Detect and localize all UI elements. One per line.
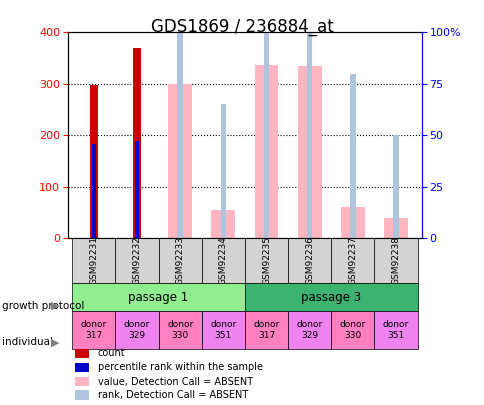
Text: individual: individual (2, 337, 53, 347)
Text: value, Detection Call = ABSENT: value, Detection Call = ABSENT (98, 377, 253, 386)
Text: donor
330: donor 330 (339, 320, 365, 339)
Text: donor
329: donor 329 (296, 320, 322, 339)
Text: rank, Detection Call = ABSENT: rank, Detection Call = ABSENT (98, 390, 248, 400)
Bar (72, 283, 244, 311)
Bar (72, 311, 115, 349)
Bar (244, 283, 417, 311)
Bar (75, 377, 89, 386)
Bar (158, 238, 201, 283)
Text: GSM92236: GSM92236 (304, 236, 314, 285)
Bar (349, 74, 355, 238)
Bar (201, 311, 244, 349)
Bar (115, 311, 158, 349)
Text: donor
330: donor 330 (166, 320, 193, 339)
Text: GSM92234: GSM92234 (218, 236, 227, 285)
Text: GSM92232: GSM92232 (132, 236, 141, 285)
Text: donor
351: donor 351 (382, 320, 408, 339)
Bar (90, 85, 97, 238)
Bar (374, 238, 417, 283)
Bar (75, 390, 89, 400)
Text: percentile rank within the sample: percentile rank within the sample (98, 362, 262, 373)
Bar (201, 238, 244, 283)
Text: ▶: ▶ (51, 337, 60, 347)
Text: GSM92233: GSM92233 (175, 236, 184, 285)
Text: passage 3: passage 3 (301, 291, 361, 304)
Bar (168, 84, 192, 238)
Bar (383, 217, 407, 238)
Bar (340, 207, 364, 238)
Bar (72, 238, 115, 283)
Bar (158, 311, 201, 349)
Bar (91, 143, 95, 238)
Bar (244, 238, 287, 283)
Bar (287, 238, 331, 283)
Bar (75, 363, 89, 372)
Text: GSM92231: GSM92231 (89, 236, 98, 285)
Bar (287, 311, 331, 349)
Text: donor
317: donor 317 (80, 320, 106, 339)
Bar (331, 311, 374, 349)
Bar (244, 311, 287, 349)
Bar (331, 238, 374, 283)
Bar (393, 135, 398, 238)
Text: ▶: ▶ (51, 301, 60, 311)
Bar (211, 210, 235, 238)
Bar (75, 349, 89, 358)
Bar (374, 311, 417, 349)
Bar (115, 238, 158, 283)
Text: GSM92238: GSM92238 (391, 236, 400, 285)
Bar (306, 0, 312, 238)
Bar (263, 0, 269, 238)
Text: donor
351: donor 351 (210, 320, 236, 339)
Text: passage 1: passage 1 (128, 291, 188, 304)
Bar (135, 141, 138, 238)
Bar (133, 48, 140, 238)
Text: donor
317: donor 317 (253, 320, 279, 339)
Bar (220, 104, 226, 238)
Text: GSM92237: GSM92237 (348, 236, 357, 285)
Text: GDS1869 / 236884_at: GDS1869 / 236884_at (151, 18, 333, 36)
Bar (297, 66, 321, 238)
Text: growth protocol: growth protocol (2, 301, 85, 311)
Text: count: count (98, 348, 125, 358)
Bar (177, 0, 182, 238)
Text: GSM92235: GSM92235 (261, 236, 271, 285)
Text: donor
329: donor 329 (123, 320, 150, 339)
Bar (254, 65, 278, 238)
